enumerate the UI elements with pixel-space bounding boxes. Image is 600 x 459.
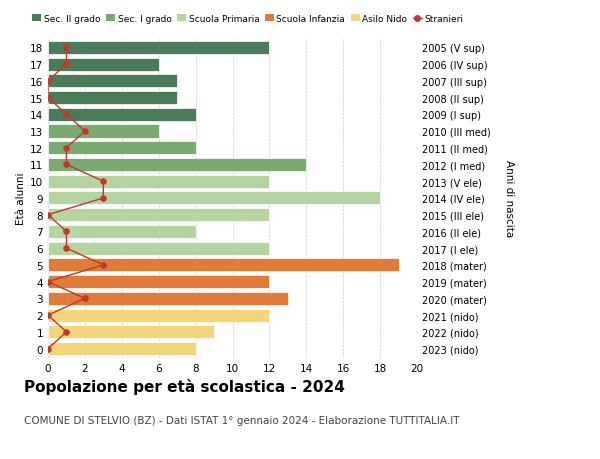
Point	[62, 162, 71, 169]
Bar	[48, 175, 269, 188]
Point	[62, 61, 71, 68]
Point	[62, 112, 71, 119]
Point	[62, 45, 71, 52]
Point	[62, 228, 71, 235]
Bar	[48, 192, 380, 205]
Bar	[48, 75, 177, 88]
Y-axis label: Età alunni: Età alunni	[16, 172, 26, 225]
Bar	[48, 242, 269, 255]
Point	[43, 345, 53, 353]
Text: COMUNE DI STELVIO (BZ) - Dati ISTAT 1° gennaio 2024 - Elaborazione TUTTITALIA.IT: COMUNE DI STELVIO (BZ) - Dati ISTAT 1° g…	[24, 415, 460, 425]
Point	[98, 262, 108, 269]
Bar	[48, 292, 288, 305]
Bar	[48, 275, 269, 289]
Point	[62, 329, 71, 336]
Point	[80, 128, 90, 135]
Point	[80, 295, 90, 302]
Bar	[48, 309, 269, 322]
Point	[62, 145, 71, 152]
Y-axis label: Anni di nascita: Anni di nascita	[505, 160, 515, 237]
Bar	[48, 259, 398, 272]
Point	[43, 95, 53, 102]
Bar	[48, 125, 158, 138]
Bar	[48, 92, 177, 105]
Text: Popolazione per età scolastica - 2024: Popolazione per età scolastica - 2024	[24, 379, 345, 395]
Point	[98, 195, 108, 202]
Point	[43, 312, 53, 319]
Legend: Sec. II grado, Sec. I grado, Scuola Primaria, Scuola Infanzia, Asilo Nido, Stran: Sec. II grado, Sec. I grado, Scuola Prim…	[29, 11, 467, 28]
Bar	[48, 209, 269, 222]
Bar	[48, 342, 196, 355]
Point	[62, 245, 71, 252]
Point	[43, 78, 53, 85]
Bar	[48, 325, 214, 339]
Point	[43, 278, 53, 285]
Bar	[48, 58, 158, 72]
Bar	[48, 108, 196, 122]
Point	[98, 178, 108, 185]
Bar	[48, 142, 196, 155]
Bar	[48, 225, 196, 238]
Bar	[48, 42, 269, 55]
Bar	[48, 159, 307, 172]
Point	[43, 212, 53, 219]
